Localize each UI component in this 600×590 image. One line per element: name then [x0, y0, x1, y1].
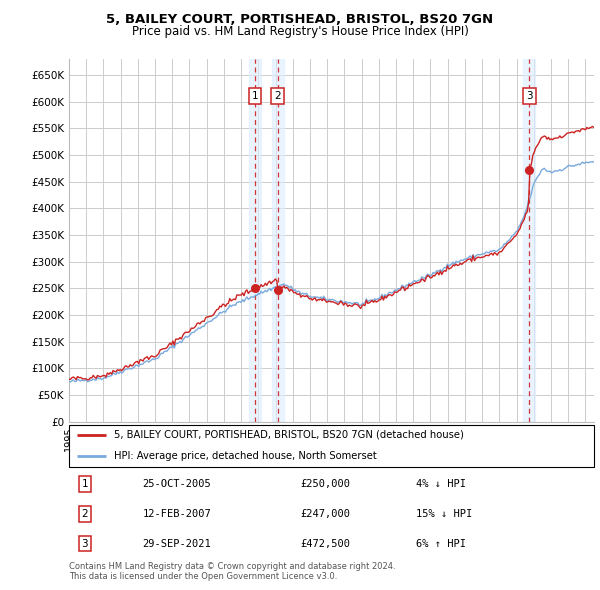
Text: 2: 2 [274, 91, 281, 101]
Text: Price paid vs. HM Land Registry's House Price Index (HPI): Price paid vs. HM Land Registry's House … [131, 25, 469, 38]
Text: 3: 3 [82, 539, 88, 549]
Bar [523, 59, 535, 422]
Text: 29-SEP-2021: 29-SEP-2021 [143, 539, 211, 549]
Text: Contains HM Land Registry data © Crown copyright and database right 2024.
This d: Contains HM Land Registry data © Crown c… [69, 562, 395, 581]
Text: 25-OCT-2005: 25-OCT-2005 [143, 479, 211, 489]
Text: 1: 1 [252, 91, 259, 101]
Bar [272, 59, 284, 422]
Text: 5, BAILEY COURT, PORTISHEAD, BRISTOL, BS20 7GN (detached house): 5, BAILEY COURT, PORTISHEAD, BRISTOL, BS… [113, 430, 464, 440]
Text: 12-FEB-2007: 12-FEB-2007 [143, 509, 211, 519]
Text: 15% ↓ HPI: 15% ↓ HPI [415, 509, 472, 519]
Bar [249, 59, 261, 422]
Text: £472,500: £472,500 [300, 539, 350, 549]
Text: 6% ↑ HPI: 6% ↑ HPI [415, 539, 466, 549]
Text: 2: 2 [82, 509, 88, 519]
Text: £250,000: £250,000 [300, 479, 350, 489]
Text: 5, BAILEY COURT, PORTISHEAD, BRISTOL, BS20 7GN: 5, BAILEY COURT, PORTISHEAD, BRISTOL, BS… [106, 13, 494, 26]
Text: £247,000: £247,000 [300, 509, 350, 519]
Text: 4% ↓ HPI: 4% ↓ HPI [415, 479, 466, 489]
Text: 3: 3 [526, 91, 533, 101]
Text: 1: 1 [82, 479, 88, 489]
Text: HPI: Average price, detached house, North Somerset: HPI: Average price, detached house, Nort… [113, 451, 376, 461]
